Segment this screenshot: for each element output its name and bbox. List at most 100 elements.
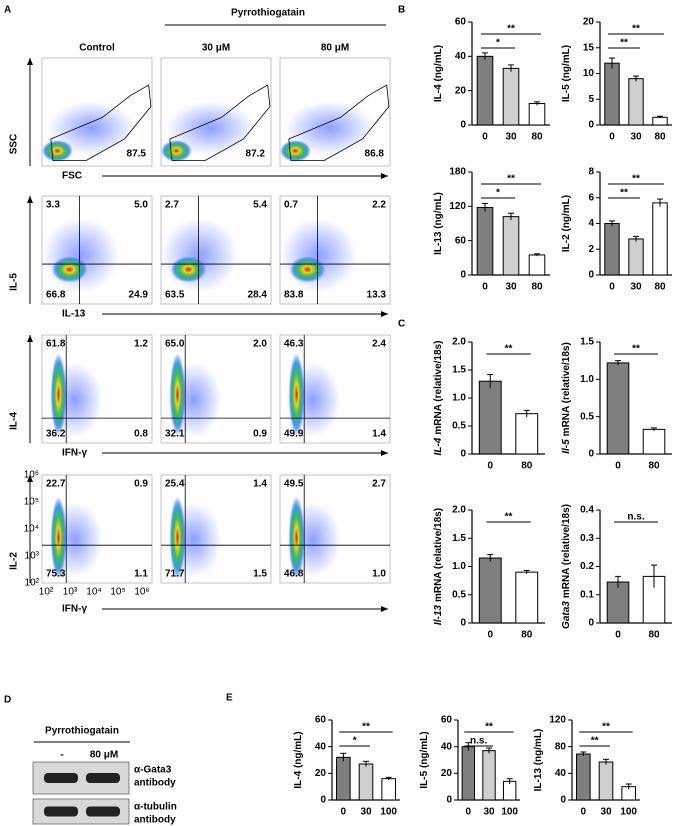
cell-haze xyxy=(280,217,357,294)
y-tick-label: 6 xyxy=(588,192,594,203)
cell-density xyxy=(289,256,326,283)
bar xyxy=(604,62,620,126)
significance-label: ** xyxy=(507,24,515,35)
y-axis-label-text: mRNA (relative/18s) xyxy=(433,508,444,602)
quadrant-percent: 2.4 xyxy=(372,339,386,350)
y-tick-label: 15 xyxy=(583,42,595,53)
bar xyxy=(502,216,520,276)
y-tick-label: 2.0 xyxy=(452,505,466,516)
y-axis-label: Gata3 mRNA (relative/18s) xyxy=(561,504,572,629)
blot-band xyxy=(44,773,78,783)
y-log-tick: 10³ xyxy=(25,551,40,562)
lane-label: - xyxy=(60,750,63,761)
significance-label: ** xyxy=(632,344,640,355)
y-tick-label: 0 xyxy=(560,795,566,806)
y-axis-label: IL-5 (ng/mL) xyxy=(419,731,430,788)
cell-haze xyxy=(161,217,238,294)
quadrant-percent: 0.9 xyxy=(253,429,267,440)
significance-label: ** xyxy=(362,722,370,733)
bar xyxy=(628,238,644,276)
x-tick-label: 0 xyxy=(581,807,587,818)
flow-plot: 2.7 5.4 63.5 28.4 xyxy=(160,195,272,305)
x-log-tick: 10² xyxy=(39,587,54,598)
bar xyxy=(502,780,517,801)
quadrant-percent: 49.9 xyxy=(284,429,304,440)
x-log-tick: 10⁵ xyxy=(110,587,125,598)
y-tick-label: 20 xyxy=(583,17,595,28)
bar xyxy=(642,428,666,455)
significance-label: ** xyxy=(507,174,515,185)
significance-label: n.s. xyxy=(627,512,644,523)
bar xyxy=(502,67,520,126)
cell-density xyxy=(169,496,186,579)
y-tick-label: 20 xyxy=(315,768,327,779)
y-tick-label: 10 xyxy=(583,68,595,79)
y-tick-label: 40 xyxy=(555,768,567,779)
significance-label: ** xyxy=(632,24,640,35)
quadrant-percent: 71.7 xyxy=(165,569,185,580)
quadrant-percent: 28.4 xyxy=(248,290,268,301)
significance-label: ** xyxy=(602,722,610,733)
significance-label: * xyxy=(353,736,357,747)
quadrant-percent: 22.7 xyxy=(46,479,66,490)
panel-label: C xyxy=(398,319,405,330)
y-tick-label: 40 xyxy=(441,741,453,752)
y-tick-label: 0 xyxy=(446,795,452,806)
cell-density xyxy=(161,140,192,162)
x-tick-label: 30 xyxy=(600,807,612,818)
y-tick-label: 1.5 xyxy=(580,337,594,348)
y-tick-label: 60 xyxy=(441,715,453,726)
quadrant-percent: 49.5 xyxy=(284,479,304,490)
y-tick-label: 5 xyxy=(588,94,594,105)
bar xyxy=(652,202,668,276)
y-tick-label: 1.5 xyxy=(452,365,466,376)
y-axis-label: IL-13 (ng/mL) xyxy=(433,192,444,255)
gate-percent: 86.8 xyxy=(365,149,385,160)
y-axis-label-gene: Il-13 xyxy=(433,605,444,625)
y-axis-label: IL-4 mRNA (relative/18s) xyxy=(433,341,444,456)
quadrant-percent: 25.4 xyxy=(165,479,185,490)
x-tick-label: 0 xyxy=(487,461,493,472)
y-tick-label: 60 xyxy=(315,715,327,726)
y-axis-label: IL-2 (ng/mL) xyxy=(561,195,572,252)
y-axis-label: IL-13 (ng/mL) xyxy=(533,729,544,792)
y-tick-label: 1.0 xyxy=(452,561,466,572)
bar xyxy=(515,571,539,624)
x-tick-label: 80 xyxy=(521,630,533,641)
y-tick-label: 120 xyxy=(449,201,466,212)
cell-haze xyxy=(285,101,374,156)
bar xyxy=(478,380,502,455)
cell-density xyxy=(170,256,207,283)
quadrant-percent: 3.3 xyxy=(46,200,60,211)
y-tick-label: 120 xyxy=(549,715,566,726)
y-axis-label-text: IL-13 (ng/mL) xyxy=(433,192,444,255)
quadrant-percent: 66.8 xyxy=(46,290,66,301)
y-tick-label: 0.5 xyxy=(580,411,594,422)
y-tick-label: 80 xyxy=(555,741,567,752)
y-tick-label: 0 xyxy=(588,270,594,281)
blot-band xyxy=(44,806,78,817)
x-tick-label: 0 xyxy=(609,282,615,293)
quadrant-percent: 2.7 xyxy=(165,200,179,211)
y-tick-label: 1.0 xyxy=(452,393,466,404)
x-log-tick: 10⁴ xyxy=(86,587,101,598)
y-log-tick: 10² xyxy=(25,578,40,589)
flow-plot: 61.8 1.2 36.2 0.8 xyxy=(41,334,153,444)
y-tick-label: 0 xyxy=(588,449,594,460)
x-tick-label: 0 xyxy=(609,132,615,143)
cell-density xyxy=(288,353,305,436)
flow-plot: 87.2 xyxy=(160,57,272,167)
x-tick-label: 80 xyxy=(648,630,660,641)
bar xyxy=(606,581,630,624)
x-log-tick: 10⁶ xyxy=(134,587,149,598)
y-tick-label: 180 xyxy=(449,167,466,178)
bar xyxy=(628,78,644,126)
y-tick-label: 0.3 xyxy=(580,533,594,544)
x-tick-label: 30 xyxy=(360,807,372,818)
quadrant-percent: 63.5 xyxy=(165,290,185,301)
x-tick-label: 0 xyxy=(615,630,621,641)
quadrant-percent: 5.0 xyxy=(134,200,148,211)
cell-density xyxy=(51,256,88,283)
significance-label: * xyxy=(496,188,500,199)
cell-density xyxy=(169,353,186,436)
